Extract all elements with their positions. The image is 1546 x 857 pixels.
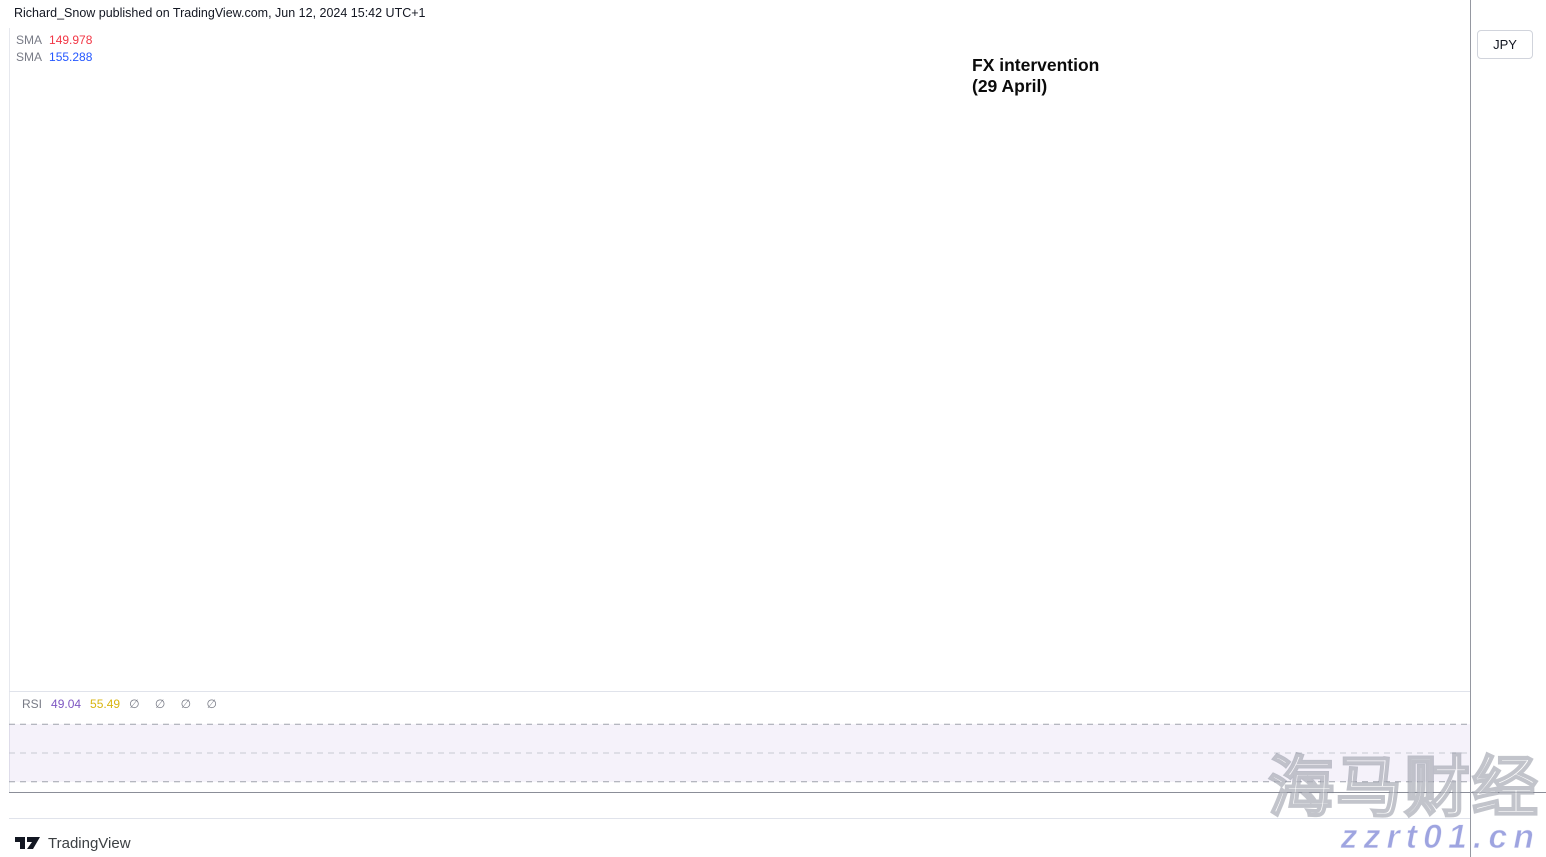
time-axis-bottom-border — [9, 818, 1470, 819]
sma-slow-value: 155.288 — [49, 50, 93, 64]
plot-left-border — [9, 28, 10, 792]
tradingview-brand[interactable]: TradingView — [14, 830, 131, 856]
rsi-ma-value: 55.49 — [90, 697, 121, 711]
annotation-line2: (29 April) — [972, 76, 1048, 96]
time-axis-top-border — [9, 792, 1546, 793]
tradingview-brand-label: TradingView — [48, 834, 131, 852]
sma-slow-label: SMA — [16, 50, 43, 64]
sma-fast-legend[interactable]: SMA 149.978 — [16, 33, 92, 47]
rsi-legend[interactable]: RSI 49.04 55.49 ∅ ∅ ∅ ∅ — [22, 697, 223, 711]
pane-separator[interactable] — [9, 691, 1470, 692]
rsi-label: RSI — [22, 697, 43, 711]
price-axis-border[interactable] — [1470, 0, 1471, 857]
annotation-line1: FX intervention — [972, 55, 1100, 75]
rsi-value: 49.04 — [51, 697, 82, 711]
published-byline: Richard_Snow published on TradingView.co… — [14, 6, 426, 20]
sma-fast-value: 149.978 — [49, 33, 93, 47]
tradingview-logo-icon — [15, 837, 40, 849]
sma-fast-label: SMA — [16, 33, 43, 47]
rsi-empty-params: ∅ ∅ ∅ ∅ — [129, 697, 223, 711]
fx-intervention-annotation: FX intervention (29 April) — [972, 55, 1099, 97]
currency-toggle-button[interactable]: JPY — [1477, 30, 1533, 59]
sma-slow-legend[interactable]: SMA 155.288 — [16, 50, 92, 64]
